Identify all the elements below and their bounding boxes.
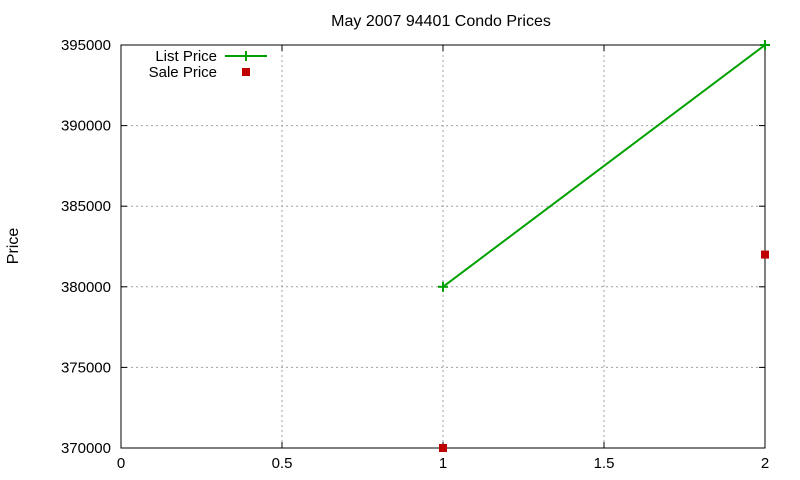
y-tick-label: 385000 xyxy=(61,198,111,215)
y-tick-label: 395000 xyxy=(61,37,111,54)
legend-item: Sale Price xyxy=(149,64,250,81)
chart-title: May 2007 94401 Condo Prices xyxy=(331,13,551,30)
legend-label: Sale Price xyxy=(149,64,217,81)
grid-layer xyxy=(120,44,766,449)
series-layer xyxy=(438,40,770,452)
axes-layer: 0 0.5 1 1.5 2 370000 375000 380000 385000 390000 3… xyxy=(61,37,769,472)
y-tick-label: 370000 xyxy=(61,440,111,457)
x-tick-label: 2 xyxy=(761,455,769,472)
data-point xyxy=(761,250,769,259)
legend-marker xyxy=(242,68,250,76)
legend-marker xyxy=(241,51,251,61)
y-axis-label: Price xyxy=(5,228,22,265)
data-point xyxy=(438,281,448,292)
y-tick-label: 375000 xyxy=(61,359,111,376)
series-1 xyxy=(439,250,769,452)
x-tick-label: 1.5 xyxy=(594,455,615,472)
x-tick-label: 0 xyxy=(117,455,125,472)
series-line xyxy=(442,44,766,288)
legend-label: List Price xyxy=(155,48,217,65)
data-point xyxy=(760,40,770,50)
series-0 xyxy=(438,40,770,292)
x-tick-label: 1 xyxy=(439,455,447,472)
x-tick-label: 0.5 xyxy=(272,455,293,472)
y-tick-label: 380000 xyxy=(61,279,111,296)
legend-item: List Price xyxy=(155,48,267,65)
data-point xyxy=(439,444,447,452)
y-tick-label: 390000 xyxy=(61,118,111,135)
